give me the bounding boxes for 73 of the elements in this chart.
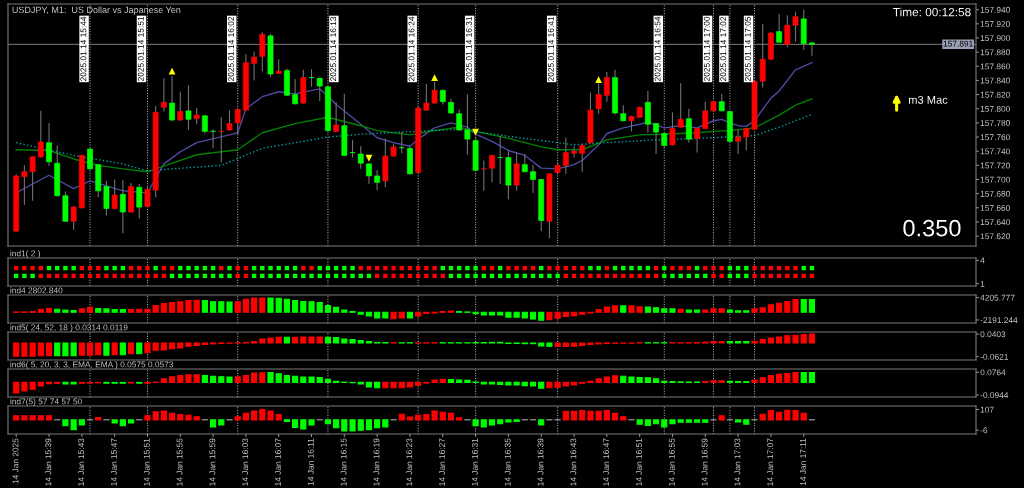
ref-line-label: 157.891 (943, 40, 973, 47)
x-tick-label: 14 Jan 2025 (12, 438, 19, 484)
y-tick-label: 157.620 (980, 233, 1010, 240)
x-tick-label: 14 Jan 16:47 (603, 438, 610, 486)
ref-line-label: 2025.01.14 16:02 (228, 16, 234, 81)
y-tick-label: 157.700 (980, 176, 1010, 183)
x-tick-label: 14 Jan 16:27 (439, 438, 446, 486)
x-tick-label: 14 Jan 16:03 (242, 438, 249, 486)
y-tick-label: 157.860 (980, 63, 1010, 70)
y-tick-label: 157.840 (980, 77, 1010, 84)
y-tick-label: -6 (980, 427, 988, 434)
x-tick-label: 14 Jan 17:07 (767, 438, 774, 486)
y-tick-label: 157.720 (980, 162, 1010, 169)
y-tick-label: 157.760 (980, 134, 1010, 141)
y-tick-label: -0.0944 (980, 392, 1009, 399)
chart-title: ind5( 24, 52, 18 ) 0.0314 0.0119 (10, 324, 128, 332)
x-tick-label: 14 Jan 15:59 (209, 438, 216, 486)
y-tick-label: 157.820 (980, 91, 1010, 98)
y-tick-label: 157.780 (980, 120, 1010, 126)
y-tick-label: 4205.777 (980, 294, 1015, 301)
x-tick-label: 14 Jan 16:19 (373, 438, 380, 486)
x-tick-label: 14 Jan 16:15 (340, 438, 347, 486)
x-tick-label: 14 Jan 15:39 (45, 438, 52, 486)
ref-line-label: 2025.01.14 16:24 (408, 16, 415, 81)
y-tick-label: 157.880 (980, 49, 1010, 56)
y-tick-label: 4 (980, 257, 985, 264)
chart-title: ind4 2802.840 (10, 287, 63, 294)
x-tick-label: 14 Jan 16:51 (636, 438, 642, 486)
x-tick-label: 14 Jan 16:59 (701, 438, 708, 486)
annotation: m3 Mac (908, 95, 948, 104)
chart-title: ind1( 2 ) (10, 250, 40, 258)
y-tick-label: 157.680 (980, 190, 1010, 197)
ref-line-label: 2025.01.14 17:05 (744, 16, 751, 81)
x-tick-label: 14 Jan 16:35 (504, 438, 511, 486)
x-tick-label: 14 Jan 16:11 (307, 438, 314, 486)
chart-title: USDJPY, M1: US Dollar vs Japanese Yen (12, 6, 181, 15)
ref-line-label: 2025.01.14 15:51 (137, 16, 144, 81)
x-tick-label: 14 Jan 15:47 (111, 438, 117, 486)
x-tick-label: 14 Jan 17:11 (800, 438, 806, 486)
chart-title: ind6( 5, 20, 3, 3, EMA, EMA ) 0.0575 0.0573 (10, 361, 174, 369)
x-tick-label: 14 Jan 16:39 (537, 438, 544, 486)
ref-line-label: 2025.01.14 17:02 (720, 16, 727, 81)
ref-line-label: 2025.01.14 16:31 (465, 16, 472, 81)
y-tick-label: 157.660 (980, 204, 1010, 211)
y-tick-label: 1 (980, 280, 985, 287)
y-tick-label: 157.940 (980, 6, 1010, 13)
ref-line-label: 2025.01.14 16:41 (548, 16, 554, 81)
y-tick-label: -2191.244 (980, 317, 1018, 324)
chart-title: ind7(5) 57 74 57 50 (10, 398, 82, 406)
x-tick-label: 14 Jan 16:43 (570, 438, 577, 486)
y-tick-label: 157.640 (980, 219, 1010, 226)
y-tick-label: -0.0621 (980, 353, 1009, 360)
ref-line-label: 2025.01.14 16:54 (654, 16, 661, 81)
x-tick-label: 14 Jan 16:31 (471, 438, 478, 486)
x-tick-label: 14 Jan 16:23 (406, 438, 413, 486)
y-tick-label: 157.740 (980, 148, 1010, 155)
x-tick-label: 14 Jan 15:51 (143, 438, 150, 486)
ref-line-label: 2025.01.14 16:13 (330, 16, 337, 81)
x-tick-label: 14 Jan 15:55 (176, 438, 183, 486)
y-tick-label: 107 (980, 406, 994, 413)
y-tick-label: 0.0403 (980, 331, 1006, 338)
annotation: Time: 00:12:58 (893, 7, 971, 17)
annotation: 0.350 (903, 219, 961, 237)
ref-line-label: 2025.01.14 15:44 (80, 16, 87, 81)
y-tick-label: 157.900 (980, 35, 1010, 42)
x-tick-label: 14 Jan 17:03 (734, 438, 741, 486)
y-tick-label: 0.0764 (980, 369, 1006, 376)
ref-line-label: 2025.01.14 17:00 (703, 16, 710, 81)
y-tick-label: 157.920 (980, 21, 1010, 27)
x-tick-label: 14 Jan 16:07 (275, 438, 281, 486)
x-tick-label: 14 Jan 16:55 (668, 438, 675, 486)
y-tick-label: 157.800 (980, 105, 1010, 112)
x-tick-label: 14 Jan 15:43 (78, 438, 85, 486)
